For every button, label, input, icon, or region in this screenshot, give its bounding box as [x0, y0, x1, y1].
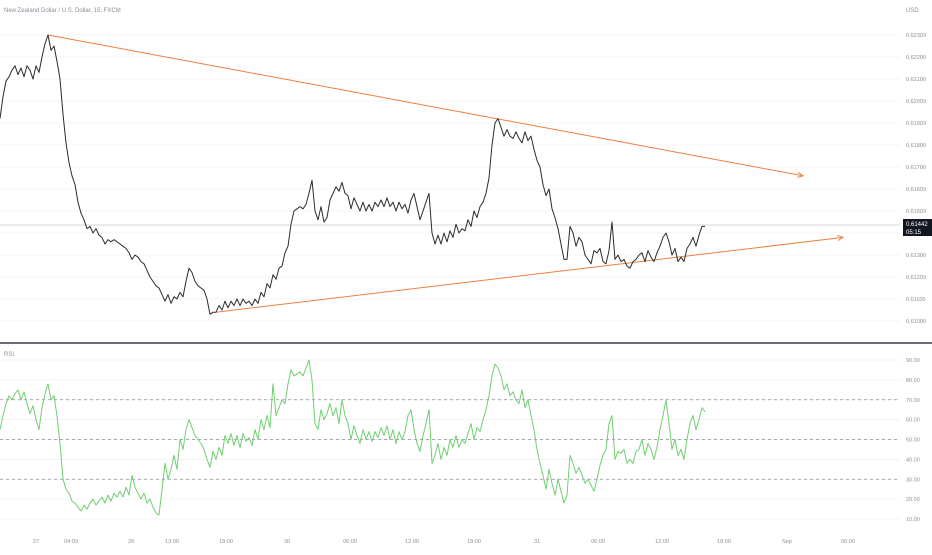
price-tick-label: 0.61600 [906, 187, 926, 193]
rsi-tick-label: 50.00 [906, 438, 920, 444]
time-tick-label: 18:00 [717, 539, 731, 545]
rsi-label[interactable]: RSI [4, 352, 14, 358]
time-tick-label: 18:00 [467, 539, 481, 545]
price-grid [0, 34, 900, 322]
price-tick-label: 0.61000 [906, 319, 926, 325]
time-tick-label: 12:00 [405, 539, 419, 545]
rsi-series-line [0, 359, 706, 516]
time-tick-label: 30 [284, 539, 290, 545]
price-badge: 0.61442 05:15 [903, 219, 932, 236]
time-tick-label: 13:00 [165, 539, 179, 545]
price-tick-label: 0.61500 [906, 209, 926, 215]
price-tick-label: 0.62300 [906, 33, 926, 39]
price-tick-label: 0.61200 [906, 275, 926, 281]
rsi-tick-label: 30.00 [906, 477, 920, 483]
time-axis[interactable]: 27 04:00 29 13:00 18:00 30 06:00 12:00 18:00 31 06… [33, 539, 855, 545]
time-tick-label: 31 [534, 539, 540, 545]
time-tick-label: 06:00 [343, 539, 357, 545]
rsi-tick-label: 60.00 [906, 418, 920, 424]
price-tick-label: 0.61300 [906, 253, 926, 259]
rsi-tick-label: 20.00 [906, 497, 920, 503]
price-tick-label: 0.61900 [906, 121, 926, 127]
trend-arrow-1 [797, 171, 805, 178]
time-tick-label: 06:00 [841, 539, 855, 545]
time-tick-label: 04:00 [64, 539, 78, 545]
price-tick-label: 0.61700 [906, 165, 926, 171]
price-badge-value: 0.61442 [906, 222, 928, 228]
rsi-tick-label: 10.00 [906, 517, 920, 523]
price-tick-label: 0.62000 [906, 99, 926, 105]
price-tick-label: 0.61100 [906, 297, 925, 303]
price-tick-label: 0.62200 [906, 55, 926, 61]
rsi-axis[interactable]: 10.00 20.00 30.00 40.00 50.00 60.00 70.00 80.00… [906, 358, 920, 523]
time-tick-label: 12:00 [655, 539, 669, 545]
time-tick-label: 27 [33, 539, 39, 545]
price-badge-bg [903, 219, 932, 236]
symbol-title[interactable]: New Zealand Dollar / U.S. Dollar, 15, FX… [4, 8, 121, 14]
time-tick-label: Sep [782, 539, 792, 545]
time-tick-label: 29 [128, 539, 134, 545]
currency-label: USD [906, 8, 919, 14]
time-tick-label: 18:00 [219, 539, 233, 545]
rsi-tick-label: 80.00 [906, 378, 920, 384]
time-tick-label: 06:00 [591, 539, 605, 545]
trend-line-2 [215, 236, 844, 313]
price-tick-label: 0.61800 [906, 143, 926, 149]
price-tick-label: 0.62100 [906, 77, 926, 83]
trend-line-1 [47, 34, 804, 177]
trend-lines[interactable] [47, 34, 845, 313]
price-axis[interactable]: 0.610000.611000.612000.613000.614000.615… [906, 33, 926, 325]
price-badge-countdown: 05:15 [906, 230, 922, 236]
rsi-tick-label: 90.00 [906, 358, 920, 364]
rsi-tick-label: 70.00 [906, 398, 920, 404]
price-series-line [0, 34, 705, 315]
rsi-tick-label: 40.00 [906, 457, 920, 463]
trend-arrow-2 [837, 234, 845, 242]
